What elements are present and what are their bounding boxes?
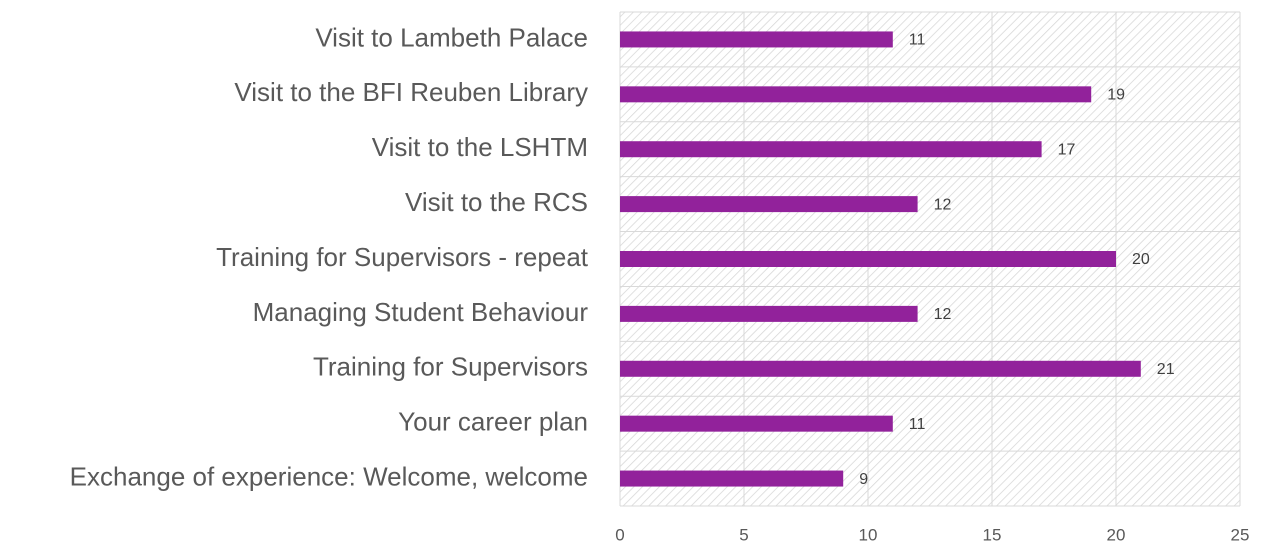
bar [620, 470, 844, 487]
value-label: 12 [934, 306, 952, 323]
y-tick-label: Your career plan [398, 407, 588, 437]
x-tick-label: 15 [983, 525, 1002, 544]
value-label: 9 [859, 471, 868, 488]
bar [620, 141, 1042, 158]
y-tick-label: Visit to Lambeth Palace [315, 22, 588, 52]
value-label: 19 [1107, 87, 1125, 104]
bar [620, 415, 893, 432]
y-tick-label: Training for Supervisors - repeat [216, 242, 589, 272]
x-tick-label: 20 [1107, 525, 1126, 544]
bar [620, 360, 1141, 377]
value-label: 11 [909, 416, 926, 433]
value-label: 11 [909, 32, 926, 49]
y-tick-label: Visit to the BFI Reuben Library [234, 77, 588, 107]
x-tick-label: 10 [859, 525, 878, 544]
bar [620, 86, 1092, 103]
bar [620, 31, 893, 48]
bar [620, 251, 1116, 267]
value-label: 20 [1132, 251, 1150, 268]
x-tick-label: 25 [1231, 525, 1250, 544]
y-tick-label: Managing Student Behaviour [253, 297, 589, 327]
y-tick-label: Exchange of experience: Welcome, welcome [70, 461, 588, 491]
y-tick-label: Visit to the LSHTM [372, 132, 588, 162]
x-tick-label: 5 [739, 525, 748, 544]
bar [620, 196, 918, 213]
x-tick-label: 0 [615, 525, 624, 544]
y-tick-label: Training for Supervisors [313, 352, 588, 382]
bar [620, 305, 918, 322]
value-label: 12 [934, 196, 952, 213]
value-label: 17 [1058, 141, 1076, 158]
y-tick-label: Visit to the RCS [405, 187, 588, 217]
value-label: 21 [1157, 361, 1175, 378]
